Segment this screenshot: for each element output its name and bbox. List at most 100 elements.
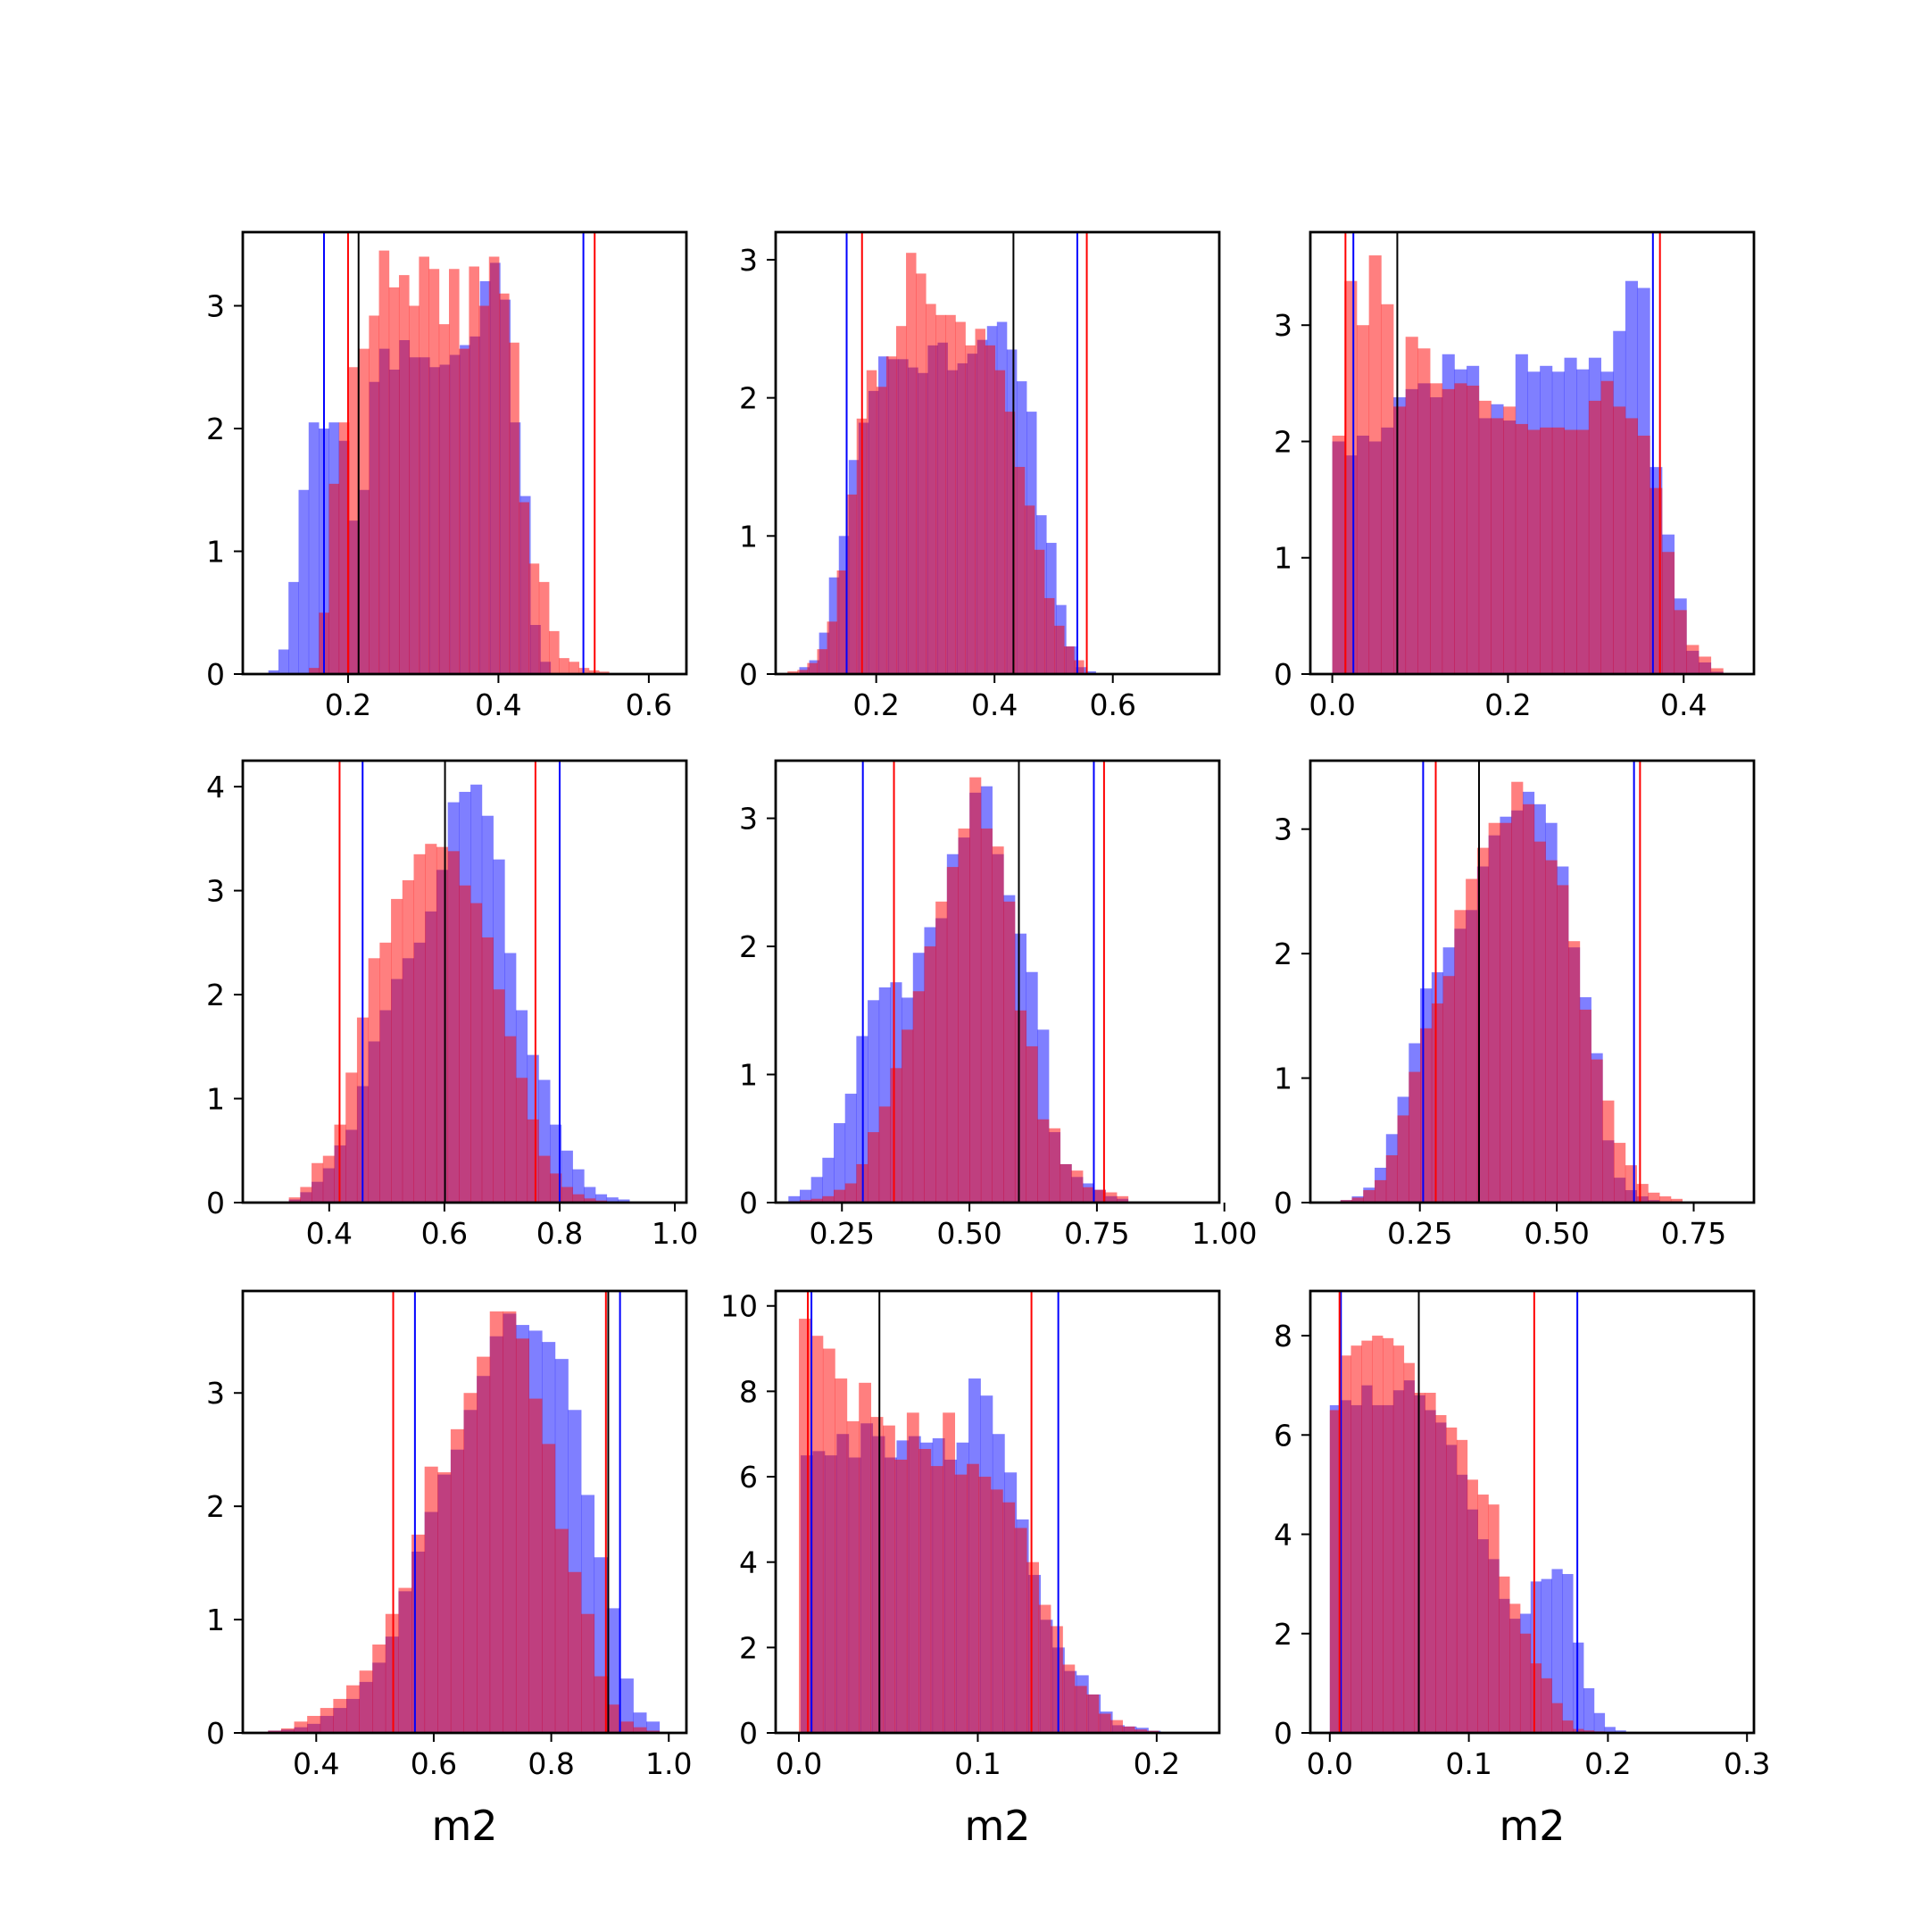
y-tick-label: 6 bbox=[739, 1460, 758, 1495]
red-histogram-bar bbox=[817, 649, 827, 674]
red-histogram-bar bbox=[1659, 1196, 1672, 1203]
red-histogram-bar bbox=[1648, 1192, 1660, 1203]
red-histogram-bar bbox=[554, 1528, 569, 1733]
red-histogram-bar bbox=[1430, 383, 1443, 674]
axes-frame bbox=[774, 759, 1221, 1204]
red-histogram-bar bbox=[493, 989, 505, 1203]
red-histogram-bar bbox=[1467, 385, 1480, 674]
y-tick-label: 1 bbox=[739, 519, 758, 554]
red-histogram-bar bbox=[967, 1463, 979, 1733]
red-histogram-bar bbox=[1576, 429, 1590, 674]
y-tick-label: 10 bbox=[720, 1289, 758, 1324]
red-histogram-bar bbox=[787, 670, 798, 674]
red-histogram-bar bbox=[409, 305, 420, 674]
red-histogram-bar bbox=[1048, 1128, 1061, 1203]
red-histogram-bar bbox=[975, 329, 985, 674]
red-histogram-bar bbox=[538, 1155, 551, 1203]
red-histogram-bar bbox=[1466, 879, 1478, 1203]
red-histogram-bar bbox=[398, 1587, 412, 1733]
red-histogram-bar bbox=[1557, 885, 1569, 1203]
red-histogram-bar bbox=[1602, 1100, 1615, 1203]
plot-area bbox=[799, 1291, 1161, 1733]
red-histogram-bar bbox=[1511, 781, 1524, 1203]
red-histogram-bar bbox=[930, 1466, 943, 1733]
x-tick-label: 0.25 bbox=[1387, 1216, 1452, 1251]
x-tick-label: 0.4 bbox=[1660, 687, 1707, 722]
red-histogram-bar bbox=[846, 494, 858, 674]
red-histogram-bar bbox=[990, 1489, 1003, 1733]
blue-histogram-bar bbox=[298, 489, 310, 674]
blue-histogram-bar bbox=[594, 1194, 608, 1203]
red-histogram-bar bbox=[391, 898, 403, 1203]
red-histogram-bar bbox=[372, 1645, 386, 1733]
red-histogram-bar bbox=[1004, 412, 1016, 674]
red-histogram-bar bbox=[1034, 549, 1045, 674]
red-histogram-bar bbox=[1414, 1393, 1425, 1733]
red-histogram-bar bbox=[437, 1472, 452, 1733]
red-histogram-bar bbox=[320, 1708, 334, 1733]
blue-histogram-bar bbox=[844, 1094, 857, 1203]
red-histogram-bar bbox=[477, 1356, 491, 1733]
red-histogram-bar bbox=[1435, 1415, 1447, 1733]
red-histogram-bar bbox=[885, 356, 897, 674]
y-tick-label: 6 bbox=[1274, 1418, 1292, 1453]
blue-histogram-bar bbox=[1085, 670, 1096, 674]
histogram-panel-row1-col1: 0.2 0.4 0.6 0 1 2 3 bbox=[206, 230, 688, 722]
red-histogram-bar bbox=[1509, 1603, 1521, 1733]
red-histogram-bar bbox=[835, 1378, 848, 1733]
red-histogram-bar bbox=[469, 266, 479, 674]
red-histogram-bar bbox=[1579, 1009, 1591, 1203]
red-histogram-bar bbox=[1478, 400, 1492, 674]
red-histogram-bar bbox=[1361, 1340, 1373, 1733]
red-histogram-bar bbox=[926, 304, 936, 674]
red-histogram-bar bbox=[1446, 1427, 1458, 1733]
red-histogram-bar bbox=[895, 326, 907, 674]
red-histogram-bar bbox=[836, 570, 848, 674]
blue-histogram-bar bbox=[1593, 1712, 1606, 1733]
red-histogram-bar bbox=[309, 668, 320, 674]
red-histogram-bar bbox=[470, 903, 483, 1203]
x-tick-label: 0.50 bbox=[936, 1216, 1001, 1251]
red-histogram-bar bbox=[1491, 418, 1504, 674]
red-histogram-bar bbox=[807, 662, 818, 674]
blue-histogram-bar bbox=[288, 581, 299, 674]
red-histogram-bar bbox=[288, 1197, 301, 1203]
red-histogram-bar bbox=[1375, 1179, 1387, 1203]
red-histogram-bar bbox=[509, 342, 519, 674]
red-histogram-bar bbox=[1454, 910, 1467, 1203]
red-histogram-bar bbox=[1442, 388, 1455, 674]
plot-area bbox=[788, 761, 1129, 1203]
red-histogram-bar bbox=[1454, 383, 1467, 674]
red-histogram-bar bbox=[1467, 1479, 1478, 1733]
red-histogram-bar bbox=[498, 293, 510, 674]
red-histogram-bar bbox=[1093, 1189, 1106, 1203]
red-histogram-bar bbox=[1372, 1336, 1384, 1733]
red-histogram-bar bbox=[1381, 304, 1394, 674]
red-histogram-bar bbox=[1060, 1163, 1072, 1203]
x-tick-label: 0.75 bbox=[1064, 1216, 1129, 1251]
red-histogram-bar bbox=[1614, 1143, 1626, 1203]
red-histogram-bar bbox=[345, 1072, 358, 1203]
y-tick-label: 0 bbox=[206, 1716, 225, 1751]
red-histogram-series bbox=[1340, 781, 1683, 1203]
red-histogram-bar bbox=[515, 1078, 528, 1203]
red-histogram-bar bbox=[528, 563, 540, 674]
red-histogram-bar bbox=[918, 1448, 932, 1733]
red-histogram-bar bbox=[463, 1393, 478, 1733]
y-tick-label: 0 bbox=[1274, 1186, 1292, 1220]
y-tick-label: 2 bbox=[739, 1630, 758, 1665]
red-histogram-bar bbox=[1551, 427, 1565, 674]
red-histogram-bar bbox=[413, 854, 426, 1203]
red-histogram-bar bbox=[1344, 280, 1358, 674]
red-histogram-bar bbox=[1071, 1170, 1084, 1203]
red-histogram-bar bbox=[550, 1173, 562, 1203]
red-histogram-bar bbox=[633, 1727, 647, 1733]
red-histogram-bar bbox=[866, 370, 877, 674]
red-histogram-bar bbox=[561, 1187, 573, 1203]
blue-histogram-bar bbox=[1604, 1727, 1616, 1733]
red-histogram-bar bbox=[594, 1676, 608, 1733]
red-histogram-bar bbox=[1530, 1663, 1542, 1733]
x-tick-label: 0.50 bbox=[1524, 1216, 1589, 1251]
red-histogram-bar bbox=[1405, 337, 1418, 674]
red-histogram-bar bbox=[478, 305, 490, 674]
